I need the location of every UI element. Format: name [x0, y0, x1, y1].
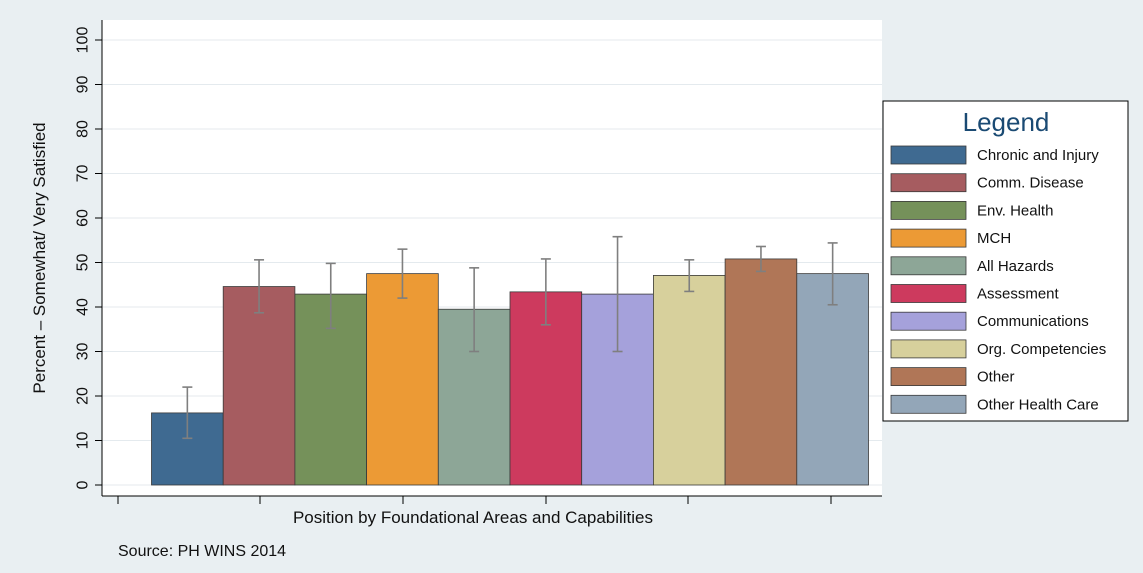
- y-tick-label: 10: [75, 432, 92, 450]
- y-axis-title: Percent – Somewhat/ Very Satisfied: [30, 122, 49, 393]
- y-tick-label: 100: [75, 27, 92, 54]
- y-tick-label: 90: [75, 76, 92, 94]
- y-tick-label: 60: [75, 209, 92, 227]
- y-tick-label: 30: [75, 343, 92, 361]
- legend-item: All Hazards: [890, 256, 1054, 276]
- legend-label: MCH: [977, 230, 1011, 247]
- legend-label: Assessment: [977, 286, 1060, 303]
- source-note: Source: PH WINS 2014: [118, 543, 286, 560]
- bar-org-competencies: [653, 275, 726, 486]
- legend-item: Comm. Disease: [890, 173, 1084, 193]
- legend-item: MCH: [890, 228, 1011, 248]
- bar-other: [724, 258, 798, 486]
- legend-item: Other: [890, 367, 1015, 387]
- bars: [151, 258, 869, 486]
- legend-label: All Hazards: [977, 258, 1054, 275]
- legend-title: Legend: [963, 107, 1050, 137]
- legend-swatch: [890, 284, 967, 303]
- legend-swatch: [890, 228, 967, 248]
- legend-label: Chronic and Injury: [977, 147, 1099, 164]
- error-bars: [182, 235, 838, 440]
- legend-label: Env. Health: [977, 202, 1053, 219]
- y-tick-label: 80: [75, 120, 92, 138]
- y-tick-label: 50: [75, 254, 92, 272]
- legend-item: Env. Health: [890, 200, 1053, 220]
- legend-item: Chronic and Injury: [890, 145, 1099, 165]
- legend-swatch: [890, 339, 967, 359]
- legend: Legend Chronic and Injury Comm. Disease En…: [882, 100, 1129, 422]
- legend-swatch: [890, 145, 967, 165]
- y-axis: 0 10 20 30 40 50 60 70 80 90 100: [75, 20, 103, 496]
- legend-item: Assessment: [890, 284, 1060, 303]
- y-tick-label: 20: [75, 387, 92, 405]
- legend-swatch: [890, 311, 967, 331]
- legend-item: Other Health Care: [890, 394, 1099, 414]
- legend-swatch: [890, 200, 967, 220]
- x-axis: [102, 495, 882, 504]
- y-tick-label: 40: [75, 298, 92, 316]
- legend-item: Communications: [890, 311, 1089, 331]
- legend-item: Org. Competencies: [890, 339, 1106, 359]
- legend-label: Communications: [977, 313, 1089, 330]
- bar-other-health-care: [796, 273, 869, 486]
- legend-swatch: [890, 394, 967, 414]
- y-tick-label: 0: [75, 480, 92, 489]
- y-tick-label: 70: [75, 165, 92, 183]
- legend-swatch: [890, 256, 967, 276]
- legend-label: Other: [977, 369, 1015, 386]
- legend-swatch: [890, 367, 967, 387]
- legend-label: Other Health Care: [977, 396, 1099, 413]
- legend-swatch: [890, 173, 967, 193]
- bar-comm-disease: [222, 286, 296, 486]
- legend-label: Org. Competencies: [977, 341, 1106, 358]
- x-axis-title: Position by Foundational Areas and Capab…: [293, 508, 653, 527]
- bar-mch: [366, 273, 439, 486]
- legend-label: Comm. Disease: [977, 175, 1084, 192]
